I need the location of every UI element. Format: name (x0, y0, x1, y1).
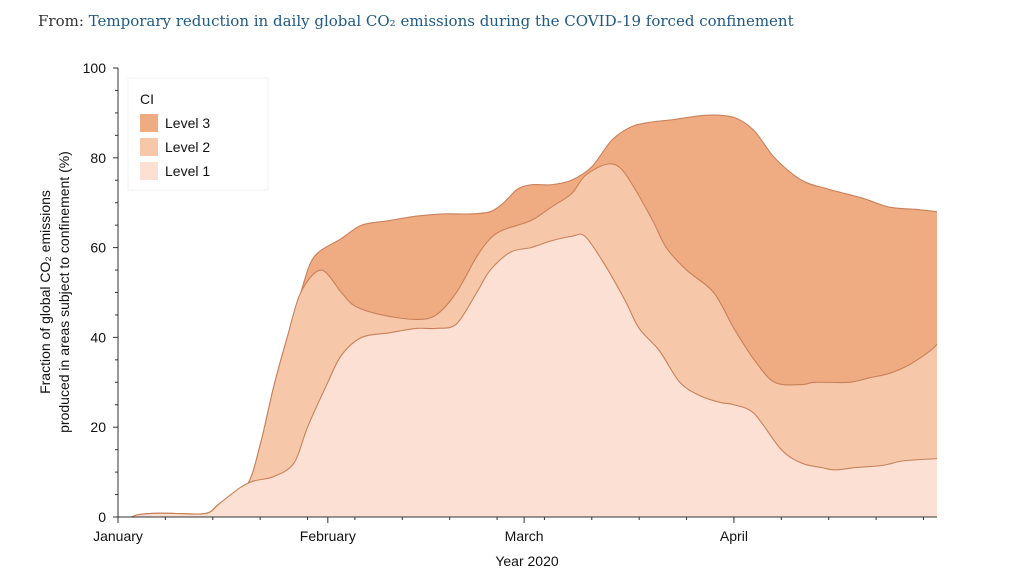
x-tick-label: February (300, 528, 356, 544)
legend-label-level-3: Level 3 (165, 115, 210, 131)
legend-title: CI (140, 91, 154, 107)
y-tick-label: 100 (83, 60, 107, 76)
axes: 0 20 40 60 80 100 January February March April (83, 60, 937, 544)
legend-swatch-level-2 (140, 138, 158, 156)
y-tick-label: 40 (90, 329, 106, 345)
caption-prefix: From: (38, 12, 89, 30)
x-tick-label: March (505, 528, 544, 544)
series-areas (131, 114, 938, 518)
legend-label-level-1: Level 1 (165, 163, 210, 179)
series-outline-level-2 (131, 163, 938, 518)
caption-link[interactable]: Temporary reduction in daily global CO₂ … (88, 12, 794, 30)
series-area-level-1 (131, 234, 938, 517)
legend: CI Level 3 Level 2 Level 1 (127, 77, 269, 191)
series-outline-level-1 (131, 233, 938, 518)
y-axis-label-line1: Fraction of global CO₂ emissions (37, 190, 53, 394)
x-axis-label: Year 2020 (495, 553, 559, 569)
y-tick-label: 80 (90, 150, 106, 166)
x-tick-label: January (93, 528, 143, 544)
y-tick-label: 0 (98, 509, 106, 525)
x-tick-label: April (720, 528, 748, 544)
figure-caption: From: Temporary reduction in daily globa… (38, 12, 794, 30)
legend-swatch-level-3 (140, 114, 158, 132)
legend-swatch-level-1 (140, 162, 158, 180)
y-axis-label-line2: produced in areas subject to confinement… (56, 151, 72, 433)
legend-label-level-2: Level 2 (165, 139, 210, 155)
y-tick-label: 20 (90, 419, 106, 435)
y-tick-label: 60 (90, 240, 106, 256)
